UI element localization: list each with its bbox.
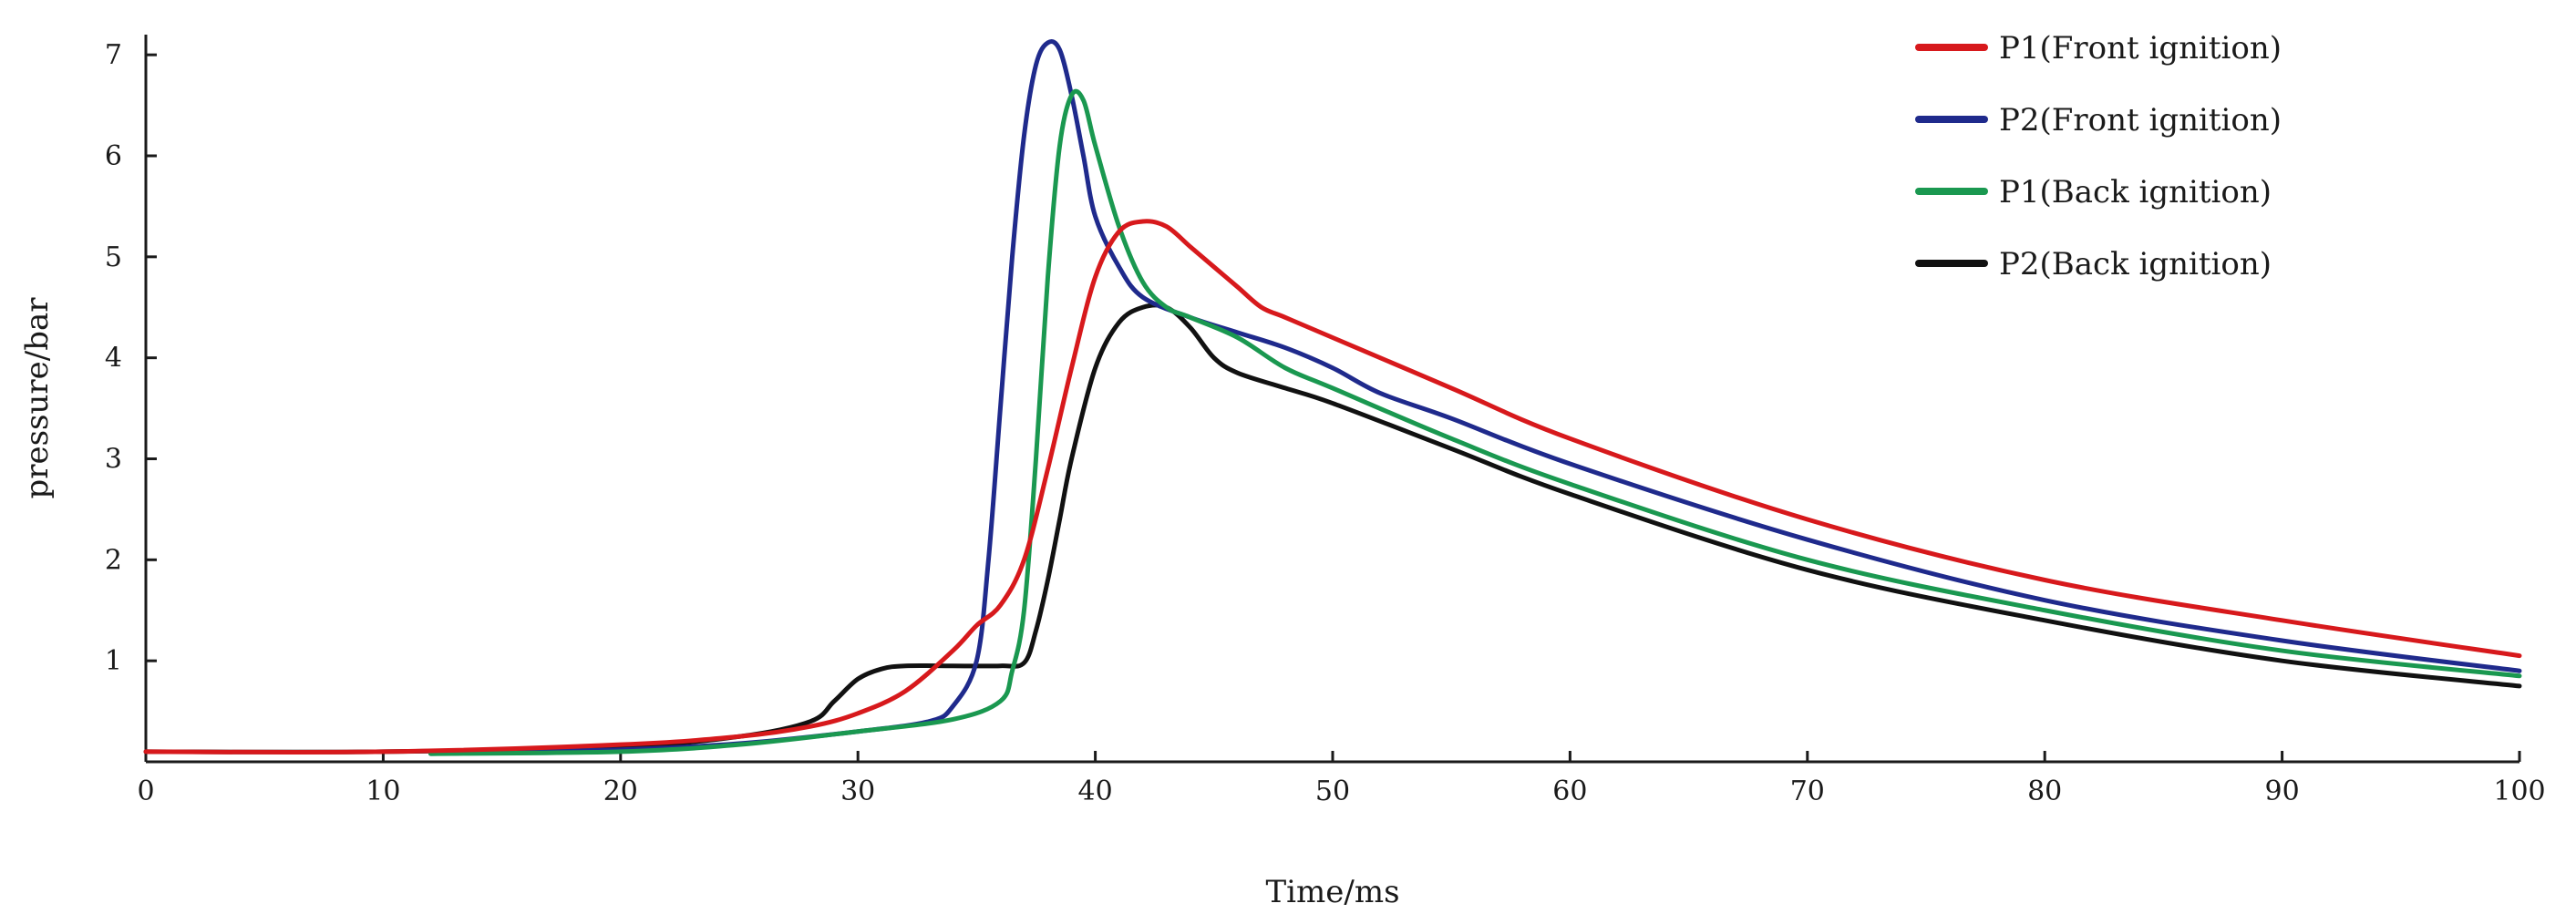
y-tick-label: 3 (105, 444, 122, 476)
x-tick-label: 30 (840, 775, 875, 807)
y-axis-title: pressure/bar (19, 297, 56, 499)
x-tick-label: 100 (2493, 775, 2545, 807)
x-tick-label: 10 (366, 775, 400, 807)
y-tick-label: 5 (105, 241, 122, 273)
x-tick-label: 40 (1078, 775, 1113, 807)
series-line-4 (143, 303, 2522, 755)
x-tick-label: 80 (2027, 775, 2062, 807)
x-axis-ticks: 0 10 20 30 40 50 60 70 80 90 100 (137, 751, 2546, 807)
legend-label: P1(Front ignition) (1999, 30, 2282, 67)
series-line-2 (428, 39, 2522, 756)
legend-label: P2(Back ignition) (1999, 246, 2272, 282)
legend-label: P2(Front ignition) (1999, 102, 2282, 139)
series-line-3 (428, 88, 2522, 756)
x-tick-label: 90 (2265, 775, 2300, 807)
axes (144, 35, 2519, 764)
x-tick-label: 20 (603, 775, 638, 807)
x-tick-label: 70 (1790, 775, 1825, 807)
y-tick-label: 1 (105, 645, 122, 677)
y-tick-label: 7 (105, 39, 122, 71)
y-axis-ticks: 1 2 3 4 5 6 7 (105, 39, 157, 677)
x-tick-label: 0 (137, 775, 154, 807)
series-line-1 (143, 219, 2522, 755)
legend-label: P1(Back ignition) (1999, 174, 2272, 210)
y-tick-label: 6 (105, 140, 122, 172)
y-tick-label: 4 (105, 343, 122, 375)
y-tick-label: 2 (105, 544, 122, 576)
x-tick-label: 50 (1315, 775, 1350, 807)
x-axis-title: Time/ms (1265, 874, 1399, 910)
legend: P1(Front ignition) P2(Front ignition) P1(B… (1915, 30, 2282, 282)
x-tick-label: 60 (1552, 775, 1587, 807)
series-layer (143, 39, 2522, 756)
